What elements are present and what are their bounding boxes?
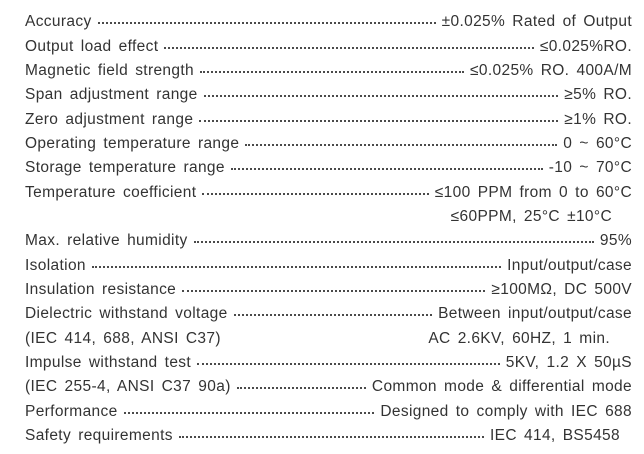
spec-value: Common mode & differential mode <box>371 378 632 396</box>
dotted-leader <box>200 70 465 73</box>
dotted-leader <box>236 387 366 390</box>
spec-value: ≤100 PPM from 0 to 60°C <box>434 183 632 201</box>
dotted-leader <box>199 119 559 122</box>
dotted-leader <box>233 314 433 317</box>
spec-value: ≤60PPM, 25°C ±10°C <box>450 207 612 225</box>
dotted-leader <box>203 95 559 98</box>
spec-label: Accuracy <box>25 13 92 31</box>
spec-label: (IEC 255-4, ANSI C37 90a) <box>25 378 231 396</box>
dotted-leader <box>202 192 429 195</box>
spec-label: Insulation resistance <box>25 280 177 298</box>
spec-value: ±0.025% Rated of Output <box>441 13 632 31</box>
dotted-leader <box>91 265 502 268</box>
dotted-leader <box>193 241 594 244</box>
dotted-leader <box>245 143 558 146</box>
spec-row: Dielectric withstand voltage Between inp… <box>25 302 632 326</box>
spec-row: Span adjustment range ≥5% RO. <box>25 83 632 107</box>
dotted-leader <box>182 289 486 292</box>
spec-label: Zero adjustment range <box>25 110 194 128</box>
spec-list: Accuracy ±0.025% Rated of Output Output … <box>25 10 632 448</box>
dotted-leader <box>97 22 436 25</box>
spec-row: Output load effect ≤0.025%RO. <box>25 34 632 58</box>
spec-value: AC 2.6KV, 60HZ, 1 min. <box>428 329 610 347</box>
spec-row: (IEC 255-4, ANSI C37 90a) Common mode & … <box>25 375 632 399</box>
spec-value: 0 ~ 60°C <box>563 134 632 152</box>
spec-row: Magnetic field strength ≤0.025% RO. 400A… <box>25 59 632 83</box>
spec-label: Impulse withstand test <box>25 353 192 371</box>
spec-value: Between input/output/case <box>438 305 632 323</box>
spec-label: Storage temperature range <box>25 159 225 177</box>
spec-value: Designed to comply with IEC 688 <box>380 402 632 420</box>
spec-label: Max. relative humidity <box>25 232 188 250</box>
spec-row: Insulation resistance ≥100MΩ, DC 500V <box>25 278 632 302</box>
spec-value: ≤0.025% RO. 400A/M <box>470 61 632 79</box>
spec-value: ≥100MΩ, DC 500V <box>491 280 632 298</box>
spec-value: Input/output/case <box>507 256 632 274</box>
spec-label: Magnetic field strength <box>25 61 194 79</box>
spec-label: Dielectric withstand voltage <box>25 305 228 323</box>
spec-row: Safety requirements IEC 414, BS5458 <box>25 424 632 448</box>
spec-label: Span adjustment range <box>25 86 198 104</box>
spec-label: Operating temperature range <box>25 134 240 152</box>
spec-label: Safety requirements <box>25 427 173 445</box>
spec-value: -10 ~ 70°C <box>548 159 632 177</box>
spec-row: Temperature coefficient ≤100 PPM from 0 … <box>25 180 632 204</box>
spec-row: ≤60PPM, 25°C ±10°C <box>25 205 632 229</box>
spec-value: 95% <box>599 232 632 250</box>
spec-value: ≥1% RO. <box>564 110 632 128</box>
spec-label: (IEC 414, 688, ANSI C37) <box>25 329 221 347</box>
dotted-leader <box>164 46 534 49</box>
spec-row: Isolation Input/output/case <box>25 253 632 277</box>
spec-row: Zero adjustment range ≥1% RO. <box>25 107 632 131</box>
dotted-leader <box>123 411 375 414</box>
spec-row: Impulse withstand test 5KV, 1.2 X 50µS <box>25 351 632 375</box>
spec-row: Accuracy ±0.025% Rated of Output <box>25 10 632 34</box>
dotted-leader <box>178 436 484 439</box>
spec-label: Isolation <box>25 256 86 274</box>
spec-value: 5KV, 1.2 X 50µS <box>505 353 632 371</box>
dotted-leader <box>230 168 543 171</box>
spec-label: Performance <box>25 402 118 420</box>
spec-label: Temperature coefficient <box>25 183 197 201</box>
spec-row: Max. relative humidity 95% <box>25 229 632 253</box>
spec-row: Operating temperature range 0 ~ 60°C <box>25 132 632 156</box>
spec-value: ≤0.025%RO. <box>539 37 632 55</box>
spec-row: Storage temperature range -10 ~ 70°C <box>25 156 632 180</box>
spec-value: IEC 414, BS5458 <box>489 427 620 445</box>
spec-label: Output load effect <box>25 37 159 55</box>
spec-value: ≥5% RO. <box>564 86 632 104</box>
spec-row: Performance Designed to comply with IEC … <box>25 400 632 424</box>
spec-row: (IEC 414, 688, ANSI C37) AC 2.6KV, 60HZ,… <box>25 326 632 350</box>
dotted-leader <box>197 362 500 365</box>
